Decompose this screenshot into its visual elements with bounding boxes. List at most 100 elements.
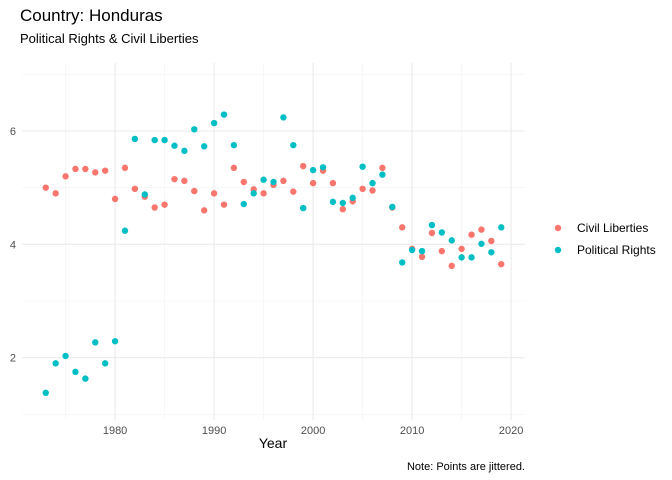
point-political-rights [408,246,416,254]
point-civil-liberties [290,188,297,195]
point-political-rights [359,163,366,170]
legend-label-civil-liberties: Civil Liberties [577,221,648,235]
point-civil-liberties [230,164,238,172]
point-political-rights [260,176,267,183]
point-civil-liberties [280,177,287,185]
point-political-rights [151,136,158,144]
point-civil-liberties [121,164,129,172]
legend-key-civil-liberties [554,224,562,232]
point-civil-liberties [399,224,406,231]
point-civil-liberties [200,207,208,214]
point-political-rights [191,126,198,133]
point-political-rights [280,114,287,121]
point-civil-liberties [418,253,426,260]
grid-minor [22,63,525,420]
point-civil-liberties [52,190,59,197]
point-civil-liberties [131,185,139,192]
x-tick-label: 2000 [301,425,325,437]
point-political-rights [161,136,168,144]
point-political-rights [339,199,347,207]
x-tick-label: 1980 [103,425,127,437]
point-political-rights [329,198,337,206]
point-political-rights [498,224,505,231]
point-political-rights [230,141,238,149]
y-tick-label: 6 [10,126,16,138]
point-political-rights [42,389,49,396]
y-tick-label: 2 [10,353,16,365]
point-civil-liberties [498,260,505,268]
point-political-rights [458,254,465,261]
point-civil-liberties [62,173,69,180]
point-political-rights [468,254,475,261]
point-political-rights [52,360,59,367]
point-political-rights [349,194,356,202]
point-political-rights [92,339,99,346]
point-civil-liberties [191,187,198,195]
point-political-rights [438,229,446,236]
point-civil-liberties [260,190,267,197]
point-civil-liberties [379,164,386,172]
point-civil-liberties [309,179,317,187]
x-axis-label: Year [259,435,288,451]
x-tick-label: 2020 [499,425,523,437]
x-tick-label: 1990 [202,425,226,437]
point-political-rights [319,164,327,171]
legend-key-political-rights [554,246,562,254]
point-civil-liberties [42,184,49,191]
point-political-rights [290,141,297,149]
point-civil-liberties [478,226,485,233]
y-tick-label: 4 [10,239,16,251]
point-political-rights [121,227,129,234]
point-political-rights [488,249,495,256]
point-civil-liberties [438,247,446,255]
point-political-rights [300,204,307,212]
point-political-rights [210,119,218,127]
point-political-rights [478,240,485,247]
point-civil-liberties [369,187,376,194]
point-civil-liberties [210,190,218,197]
point-political-rights [200,143,208,150]
point-civil-liberties [448,262,455,270]
legend: Civil Liberties Political Rights [554,221,656,257]
chart-caption: Note: Points are jittered. [407,461,525,473]
point-civil-liberties [82,165,89,173]
point-political-rights [82,375,89,382]
point-political-rights [379,171,386,178]
point-civil-liberties [458,245,465,253]
point-civil-liberties [329,179,337,187]
chart-title: Country: Honduras [20,6,163,25]
point-civil-liberties [151,204,158,211]
point-political-rights [309,166,317,174]
point-political-rights [141,191,148,198]
point-civil-liberties [220,201,228,208]
chart-subtitle: Political Rights & Civil Liberties [20,31,199,46]
point-civil-liberties [92,169,99,176]
point-civil-liberties [181,177,188,185]
point-political-rights [369,179,376,187]
point-civil-liberties [488,237,495,245]
point-civil-liberties [428,229,436,237]
point-political-rights [240,200,247,208]
point-political-rights [389,203,396,211]
point-civil-liberties [468,231,475,238]
legend-label-political-rights: Political Rights [577,243,656,257]
point-civil-liberties [72,165,79,173]
point-political-rights [72,368,79,376]
point-civil-liberties [101,167,109,174]
point-political-rights [448,237,455,244]
point-civil-liberties [359,185,366,192]
point-civil-liberties [111,195,119,203]
point-political-rights [131,135,139,143]
point-political-rights [171,142,178,149]
data-points [42,111,505,396]
point-civil-liberties [339,206,347,213]
point-political-rights [62,352,69,360]
point-political-rights [220,111,228,118]
point-civil-liberties [171,175,178,183]
point-political-rights [111,338,119,345]
point-civil-liberties [240,178,247,186]
point-civil-liberties [300,162,307,170]
x-tick-label: 2010 [400,425,424,437]
point-political-rights [428,221,436,229]
